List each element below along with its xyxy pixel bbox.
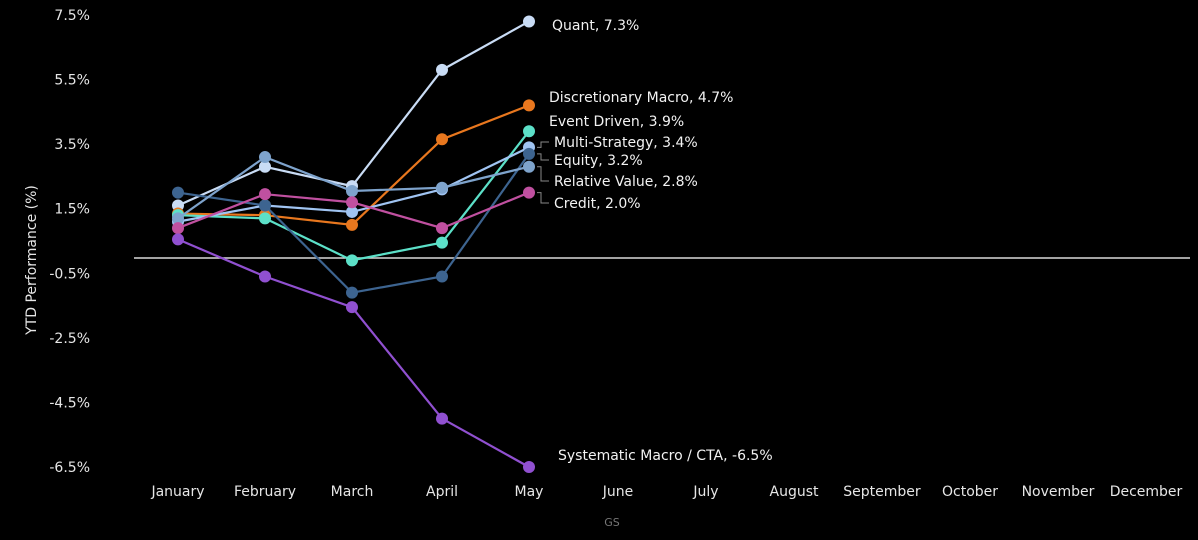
x-tick-label: September [843, 484, 921, 500]
data-point[interactable] [346, 184, 358, 197]
y-tick-label: -2.5% [49, 331, 90, 347]
data-point[interactable] [436, 181, 448, 194]
series-data-label: Discretionary Macro, 4.7% [549, 90, 733, 106]
data-point[interactable] [346, 205, 358, 218]
x-tick-label: July [692, 484, 718, 500]
data-point[interactable] [346, 196, 358, 209]
series-data-label: Relative Value, 2.8% [554, 174, 698, 190]
data-point[interactable] [523, 125, 535, 138]
y-tick-label: 1.5% [54, 202, 90, 218]
data-point[interactable] [172, 222, 184, 235]
series-data-label: Equity, 3.2% [554, 153, 643, 169]
y-axis-label: YTD Performance (%) [24, 185, 40, 336]
data-point[interactable] [259, 212, 271, 225]
x-tick-label: March [331, 484, 374, 500]
x-tick-label: August [770, 484, 820, 500]
data-point[interactable] [436, 236, 448, 249]
x-tick-label: May [515, 484, 544, 500]
data-point[interactable] [259, 188, 271, 201]
data-point[interactable] [436, 270, 448, 283]
series-line [177, 238, 530, 468]
data-point[interactable] [172, 212, 184, 225]
label-leader-line [537, 153, 549, 161]
label-leader-line [537, 192, 549, 204]
data-point[interactable] [436, 63, 448, 76]
y-tick-label: 5.5% [54, 73, 90, 89]
x-tick-label: October [942, 484, 998, 500]
y-tick-label: 7.5% [54, 8, 90, 24]
data-point[interactable] [523, 186, 535, 199]
data-point[interactable] [346, 286, 358, 299]
data-point[interactable] [523, 461, 535, 473]
x-tick-label: June [602, 484, 634, 500]
x-tick-label: November [1022, 484, 1095, 500]
data-point[interactable] [523, 99, 535, 112]
data-point[interactable] [436, 133, 448, 146]
data-point[interactable] [259, 270, 271, 283]
series-data-label: Quant, 7.3% [552, 18, 639, 34]
data-point[interactable] [436, 412, 448, 425]
series-equity [172, 147, 535, 299]
x-tick-label: April [426, 484, 458, 500]
data-point[interactable] [346, 254, 358, 267]
series-data-label: Credit, 2.0% [554, 196, 641, 212]
data-point[interactable] [259, 199, 271, 212]
data-point[interactable] [259, 160, 271, 173]
data-point[interactable] [523, 160, 535, 173]
series-quant [172, 15, 535, 212]
series-systematic-macro-cta [172, 233, 535, 473]
x-tick-label: December [1110, 484, 1183, 500]
data-point[interactable] [346, 218, 358, 231]
y-tick-label: -4.5% [49, 395, 90, 411]
data-point[interactable] [259, 151, 271, 164]
data-point[interactable] [172, 233, 184, 246]
label-leader-line [537, 141, 549, 148]
data-point[interactable] [436, 222, 448, 235]
data-point[interactable] [523, 15, 535, 28]
y-tick-label: 3.5% [54, 137, 90, 153]
data-point[interactable] [172, 186, 184, 199]
series-credit [172, 186, 535, 235]
data-point[interactable] [346, 301, 358, 314]
x-tick-label: January [150, 484, 204, 500]
series-data-label: Multi-Strategy, 3.4% [554, 135, 698, 151]
y-tick-label: -6.5% [49, 460, 90, 476]
label-leader-line [537, 166, 549, 182]
y-tick-label: -0.5% [49, 266, 90, 282]
data-point[interactable] [523, 147, 535, 160]
series-data-label: Event Driven, 3.9% [549, 114, 684, 130]
source-label: GS [604, 516, 620, 529]
series-relative-value [172, 151, 535, 225]
series-data-label: Systematic Macro / CTA, -6.5% [558, 448, 773, 464]
x-tick-label: February [234, 484, 296, 500]
series-line [177, 20, 530, 207]
